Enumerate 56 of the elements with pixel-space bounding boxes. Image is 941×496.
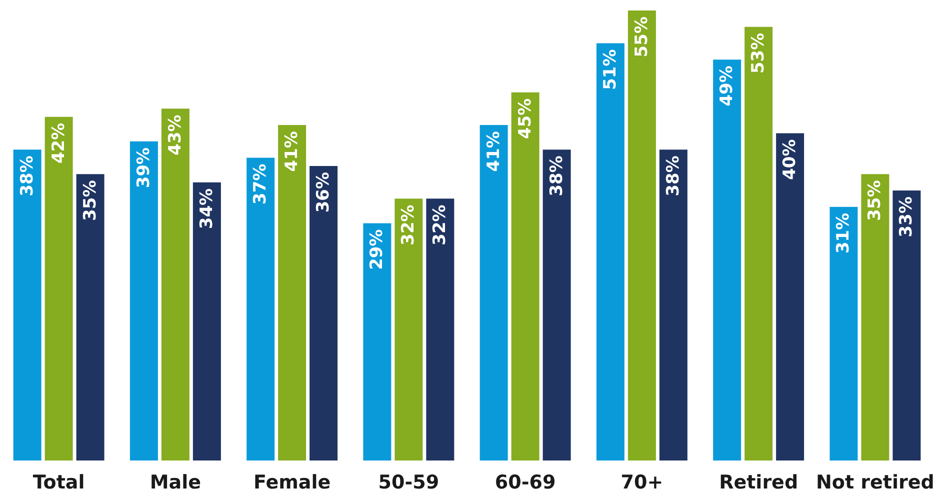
data-label: 51% [600,49,620,90]
bar [659,150,688,460]
data-label: 31% [834,212,854,254]
data-label: 43% [165,114,186,156]
data-label: 55% [632,16,652,58]
data-label: 41% [282,131,302,172]
bar [161,108,190,460]
data-label: 45% [515,98,536,140]
bar [861,174,890,460]
x-tick-label: Not retired [816,472,934,494]
bar [192,182,221,460]
data-label: 32% [430,204,450,246]
data-label: 42% [48,122,69,164]
bar [892,190,921,460]
x-tick-label: Male [150,472,202,494]
bar [480,125,508,460]
data-label: 33% [896,196,917,238]
data-label: 53% [748,32,769,74]
data-label: 35% [80,180,100,221]
data-label: 38% [546,156,567,196]
bar [363,223,392,460]
x-tick-label: Total [32,472,85,494]
bar [394,198,423,460]
data-label: 36% [314,172,334,213]
bar [596,43,624,460]
data-label: 29% [367,229,388,270]
bar [44,116,73,460]
data-label: 39% [134,147,154,188]
bar [426,198,454,460]
bar [246,158,275,460]
bar [542,150,571,460]
data-label: 49% [717,66,738,106]
x-tick-label: 60-69 [494,472,556,494]
data-label: 35% [865,180,886,221]
x-tick-label: Female [254,472,331,494]
data-label: 38% [663,156,684,196]
data-label: 38% [17,156,38,196]
data-label: 34% [196,188,217,230]
bar [13,150,42,460]
bar [130,141,158,460]
bar [310,166,338,460]
bar [830,206,858,460]
bar [278,125,306,460]
x-tick-label: 70+ [620,472,664,494]
data-label: 40% [780,139,800,180]
bar [776,133,804,460]
data-label: 41% [484,131,504,172]
x-tick-label: Retired [719,472,798,494]
bar [744,26,773,460]
data-label: 37% [250,164,271,204]
bar [511,92,540,460]
data-label: 32% [398,204,419,246]
x-tick-label: 50-59 [378,472,440,494]
bar [76,174,104,460]
bar [713,60,742,460]
bar [628,10,656,460]
